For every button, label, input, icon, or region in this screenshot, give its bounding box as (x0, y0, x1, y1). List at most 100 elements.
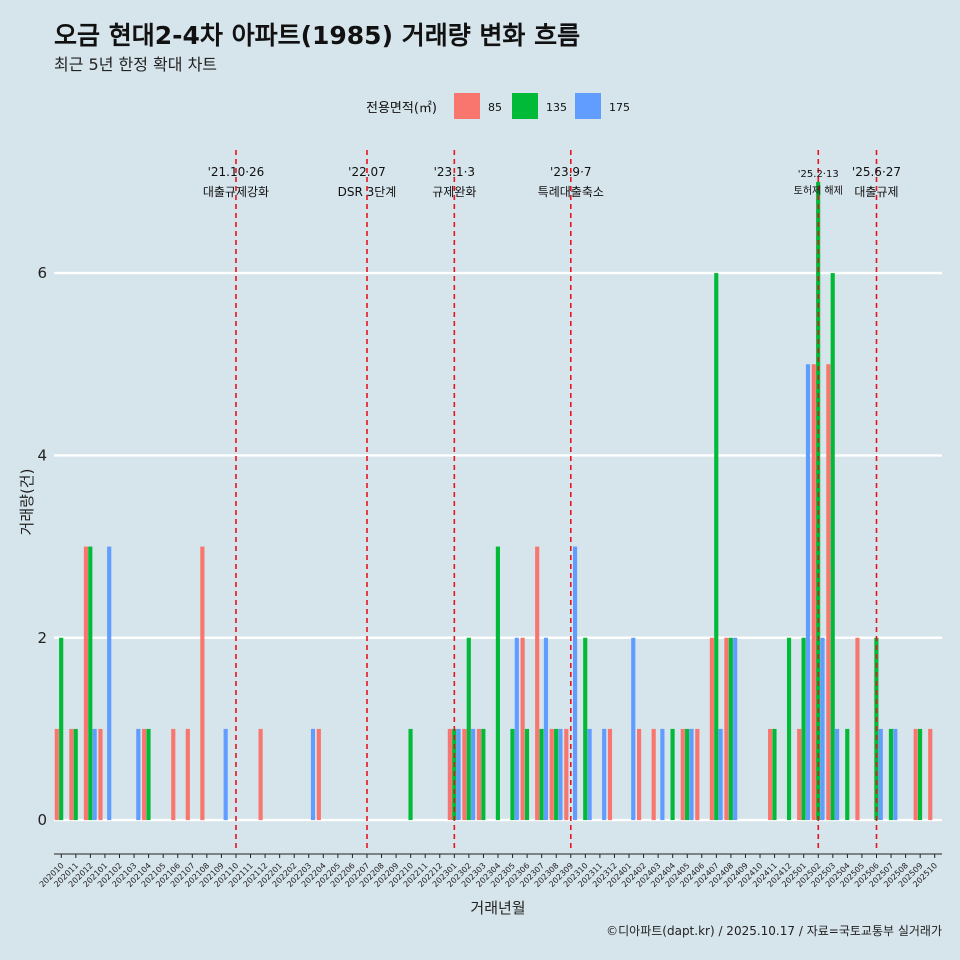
y-axis-title: 거래량(건) (18, 469, 36, 536)
bar-85-202407 (709, 637, 714, 821)
bar-135-202507 (888, 728, 894, 821)
event-date-202309: '23.9·7 (550, 165, 591, 179)
bar-135-202504 (845, 728, 850, 821)
bar-175-202101 (107, 546, 112, 821)
bar-135-202503 (830, 273, 835, 821)
bar-175-202309 (572, 546, 578, 821)
bar-85-202312 (607, 728, 613, 821)
bar-175-202507 (893, 728, 898, 821)
bar-135-202011 (73, 728, 78, 821)
bar-85-202406 (695, 728, 700, 821)
bar-135-202010 (59, 637, 64, 821)
bar-85-202306 (520, 637, 525, 821)
bar-175-202311 (602, 728, 607, 821)
bar-175-202012 (92, 728, 97, 821)
bar-85-202108 (200, 546, 205, 821)
bar-85-202101 (98, 728, 103, 821)
bar-85-202112 (258, 728, 263, 821)
event-date-202506: '25.6·27 (852, 165, 901, 179)
bar-135-202405 (685, 728, 690, 821)
legend-swatch-135 (512, 93, 538, 119)
bar-135-202308 (554, 728, 559, 821)
y-tick-label-0: 0 (37, 811, 47, 829)
bar-85-202309 (564, 728, 569, 821)
bars (54, 181, 933, 821)
bar-135-202307 (539, 728, 544, 821)
bar-85-202204 (316, 728, 321, 821)
bar-85-202302 (462, 728, 467, 821)
bar-135-202012 (88, 546, 93, 821)
bar-135-202411 (772, 728, 777, 821)
bar-85-202402 (637, 728, 642, 821)
bar-135-202304 (495, 546, 500, 821)
bar-175-202506 (878, 728, 883, 821)
bar-85-202104 (142, 728, 147, 821)
bar-175-202301 (456, 728, 461, 821)
bar-135-202407 (714, 273, 719, 821)
bar-175-202109 (223, 728, 228, 821)
event-label-202207: DSR 3단계 (338, 185, 397, 199)
bar-175-202305 (514, 637, 519, 821)
event-date-202110: '21.10·26 (208, 165, 265, 179)
bar-85-202308 (549, 728, 554, 821)
bar-85-202510 (928, 728, 933, 821)
legend-label-135: 135 (546, 101, 567, 114)
event-label-202506: 대출규제 (854, 185, 898, 199)
bar-85-202403 (651, 728, 656, 821)
event-lines: '21.10·26 대출규제강화 '22.07 DSR 3단계 '23.1·3 규제완화 '… (203, 150, 901, 852)
x-axis: 2020102020112020122021012021022021032021… (38, 853, 942, 889)
bar-85-202509 (913, 728, 918, 821)
legend-title: 전용면적(㎡) (366, 101, 437, 116)
caption: ©디아파트(dapt.kr) / 2025.10.17 / 자료=국토교통부 실… (606, 924, 942, 938)
bar-85-202303 (476, 728, 482, 821)
bar-175-202502 (820, 637, 825, 821)
bar-175-202501 (805, 364, 811, 821)
bar-135-202408 (728, 637, 733, 821)
bar-85-202411 (768, 728, 773, 821)
event-label-202110: 대출규제강화 (203, 185, 269, 199)
bar-85-202502 (811, 364, 816, 821)
bar-85-202011 (69, 728, 74, 821)
legend: 전용면적(㎡) 85 135 175 (366, 93, 630, 119)
bar-135-202509 (917, 728, 923, 821)
bar-85-202405 (680, 728, 685, 821)
event-label-202309: 특례대출축소 (538, 185, 604, 199)
bar-175-202405 (689, 728, 694, 821)
bar-85-202012 (83, 546, 88, 821)
bar-85-202307 (535, 546, 540, 821)
bar-175-202503 (835, 728, 840, 821)
event-label-202502: 토허제 해제 (794, 184, 843, 197)
bar-135-202310 (583, 637, 588, 821)
legend-swatch-175 (575, 93, 601, 119)
bar-175-202407 (718, 728, 723, 821)
bar-175-202302 (471, 728, 476, 821)
bar-85-202010 (54, 728, 59, 821)
bar-175-202310 (587, 728, 592, 821)
bar-85-202301 (447, 728, 452, 821)
bar-85-202106 (171, 728, 176, 821)
bar-135-202303 (481, 728, 486, 821)
bar-135-202302 (466, 637, 471, 821)
bar-175-202103 (136, 728, 141, 821)
y-tick-label-6: 6 (37, 264, 47, 282)
bar-135-202502 (816, 181, 821, 821)
bar-135-202404 (670, 728, 675, 821)
bar-85-202408 (724, 637, 729, 821)
event-date-202207: '22.07 (348, 165, 386, 179)
bar-85-202107 (185, 728, 190, 821)
bar-175-202203 (310, 728, 316, 821)
bar-85-202503 (826, 364, 831, 821)
y-axis: 0 2 4 6 (37, 264, 47, 829)
chart-title: 오금 현대2-4차 아파트(1985) 거래량 변화 흐름 (54, 21, 580, 50)
bar-175-202408 (733, 637, 738, 821)
bar-175-202307 (543, 637, 549, 821)
x-axis-title: 거래년월 (470, 899, 525, 917)
bar-85-202505 (855, 637, 860, 821)
event-date-202502: '25.2·13 (798, 169, 839, 180)
y-tick-label-2: 2 (37, 629, 47, 647)
bar-135-202210 (408, 728, 413, 821)
bar-85-202501 (797, 728, 802, 821)
y-tick-label-4: 4 (37, 446, 47, 464)
event-label-202301: 규제완화 (432, 185, 476, 199)
